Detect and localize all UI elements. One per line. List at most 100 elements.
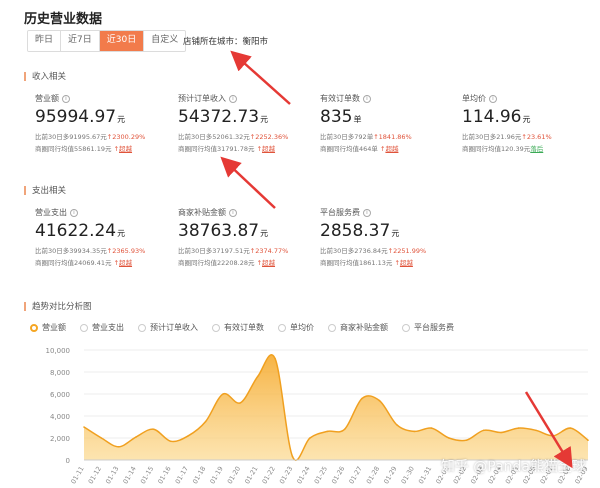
metric-unit: 元 bbox=[260, 115, 269, 124]
metric-label: 平台服务费 bbox=[320, 208, 360, 217]
data-point bbox=[500, 431, 502, 434]
store-city: 店铺所在城市：衡阳市 bbox=[183, 37, 269, 47]
peer-average: 商圈同行均值464单 bbox=[320, 145, 378, 153]
legend-item[interactable]: 单均价 bbox=[278, 322, 314, 333]
metric-value: 114.96 bbox=[462, 107, 522, 127]
info-icon[interactable]: i bbox=[363, 208, 371, 217]
compare-prefix: 比前30日多 bbox=[320, 247, 355, 255]
data-point bbox=[482, 429, 485, 432]
x-tick-label: 01-12 bbox=[87, 465, 103, 485]
info-icon[interactable]: i bbox=[489, 94, 497, 103]
legend-label: 有效订单数 bbox=[224, 323, 264, 332]
legend-label: 预计订单收入 bbox=[150, 323, 198, 332]
tab-last-7-days[interactable]: 近7日 bbox=[61, 31, 100, 51]
up-arrow-icon: ↑ bbox=[249, 247, 256, 255]
badge-arrow-icon: ↑ bbox=[111, 259, 120, 267]
data-point bbox=[117, 446, 120, 448]
radio-dot-icon bbox=[402, 323, 410, 332]
badge-arrow-icon: ↑ bbox=[254, 259, 263, 267]
tab-yesterday[interactable]: 昨日 bbox=[28, 31, 62, 51]
compare-prefix: 比前30日多 bbox=[320, 133, 355, 141]
info-icon[interactable]: i bbox=[229, 94, 237, 103]
x-tick-label: 01-16 bbox=[156, 465, 172, 485]
metric-card: 有效订单数 i 835单 比前30日多792单↑1841.86% 商圈同行均值464单 … bbox=[320, 93, 460, 153]
metric-value-row: 54372.73元 bbox=[178, 107, 318, 127]
data-point bbox=[309, 437, 311, 439]
metric-label: 单均价 bbox=[462, 94, 486, 103]
y-tick-label: 10,000 bbox=[46, 347, 71, 355]
peer-badge[interactable]: 超越 bbox=[262, 259, 276, 267]
metric-peer: 商圈同行均值31791.78元 ↑超越 bbox=[178, 143, 318, 153]
peer-average: 商圈同行均值22208.28元 bbox=[178, 259, 255, 267]
page-title: 历史营业数据 bbox=[24, 12, 103, 27]
legend-label: 平台服务费 bbox=[414, 323, 454, 332]
legend-item[interactable]: 平台服务费 bbox=[402, 322, 454, 333]
badge-arrow-icon: ↑ bbox=[254, 145, 263, 153]
data-point bbox=[535, 429, 537, 432]
radio-dot-icon bbox=[328, 323, 336, 332]
compare-value: 792单 bbox=[354, 133, 374, 141]
section-bar bbox=[24, 185, 26, 195]
metric-value: 2858.37 bbox=[320, 221, 391, 241]
data-point bbox=[239, 402, 242, 404]
trend-chart: 0 2,000 4,000 6,000 8,000 10,000 01-11 01-12 01-… bbox=[0, 340, 600, 488]
compare-change: 2374.77% bbox=[255, 247, 289, 255]
x-tick-label: 01-30 bbox=[400, 465, 416, 485]
metric-unit: 元 bbox=[522, 115, 531, 124]
legend-item[interactable]: 商家补贴金额 bbox=[328, 322, 388, 333]
info-icon[interactable]: i bbox=[229, 208, 237, 217]
data-point bbox=[569, 427, 572, 429]
metric-label-row: 平台服务费 i bbox=[320, 207, 460, 218]
metric-value: 835 bbox=[320, 107, 353, 127]
data-point bbox=[552, 435, 555, 437]
metric-label-row: 预计订单收入 i bbox=[178, 93, 318, 104]
metric-unit: 元 bbox=[391, 229, 400, 238]
peer-badge[interactable]: 超越 bbox=[119, 259, 133, 267]
y-tick-label: 4,000 bbox=[50, 413, 70, 421]
arrow-to-peer-value bbox=[220, 156, 276, 209]
x-tick-label: 01-25 bbox=[313, 465, 329, 485]
x-tick-label: 01-29 bbox=[382, 465, 398, 485]
legend-label: 单均价 bbox=[290, 323, 314, 332]
chart-legend: 营业额 营业支出 预计订单收入 有效订单数 单均价 商家补贴金额 平台服务费 bbox=[30, 322, 454, 333]
radio-dot-icon bbox=[278, 323, 286, 332]
peer-badge[interactable]: 超越 bbox=[119, 145, 133, 153]
up-arrow-icon: ↑ bbox=[249, 133, 256, 141]
metric-value: 54372.73 bbox=[178, 107, 260, 127]
metric-peer: 商圈同行均值120.39元落后 bbox=[462, 143, 600, 153]
peer-badge[interactable]: 超越 bbox=[399, 259, 413, 267]
info-icon[interactable]: i bbox=[70, 208, 78, 217]
x-tick-label: 01-20 bbox=[226, 465, 242, 485]
metric-label: 商家补贴金额 bbox=[178, 208, 226, 217]
peer-badge[interactable]: 超越 bbox=[262, 145, 276, 153]
x-tick-label: 01-13 bbox=[104, 465, 120, 485]
y-tick-label: 2,000 bbox=[50, 435, 70, 443]
tab-last-30-days[interactable]: 近30日 bbox=[99, 31, 145, 51]
data-point bbox=[378, 399, 381, 402]
metric-card: 商家补贴金额 i 38763.87元 比前30日多37197.51元↑2374.77%… bbox=[178, 207, 318, 267]
trend-section-heading: 趋势对比分析图 bbox=[24, 300, 92, 312]
compare-value: 91995.67元 bbox=[69, 133, 107, 141]
metric-value-row: 41622.24元 bbox=[35, 221, 175, 241]
legend-item[interactable]: 有效订单数 bbox=[212, 322, 264, 333]
legend-item[interactable]: 预计订单收入 bbox=[138, 322, 198, 333]
data-point bbox=[326, 430, 329, 433]
peer-badge[interactable]: 落后 bbox=[530, 145, 544, 153]
tab-custom[interactable]: 自定义 bbox=[144, 31, 186, 51]
metric-value-row: 2858.37元 bbox=[320, 221, 460, 241]
peer-average: 商圈同行均值120.39元 bbox=[462, 145, 531, 153]
badge-arrow-icon: ↑ bbox=[377, 145, 386, 153]
legend-item[interactable]: 营业支出 bbox=[80, 322, 124, 333]
x-tick-label: 01-23 bbox=[278, 465, 294, 485]
peer-average: 商圈同行均值55861.19元 bbox=[35, 145, 112, 153]
metric-unit: 元 bbox=[117, 115, 126, 124]
up-arrow-icon: ↑ bbox=[106, 133, 113, 141]
data-point bbox=[587, 439, 589, 441]
peer-badge[interactable]: 超越 bbox=[385, 145, 399, 153]
data-point bbox=[100, 437, 103, 439]
x-tick-label: 01-28 bbox=[365, 465, 381, 485]
legend-label: 商家补贴金额 bbox=[340, 323, 388, 332]
info-icon[interactable]: i bbox=[363, 94, 371, 103]
info-icon[interactable]: i bbox=[62, 94, 70, 103]
legend-item[interactable]: 营业额 bbox=[30, 322, 66, 333]
